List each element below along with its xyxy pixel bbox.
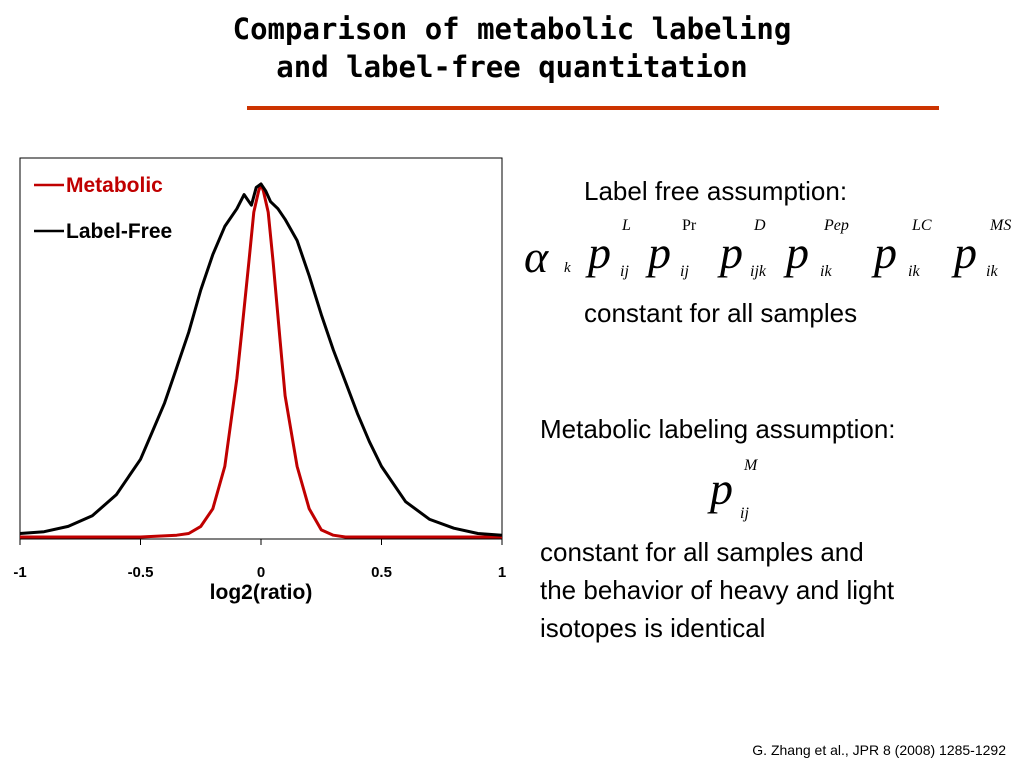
- x-axis-label: log2(ratio): [210, 581, 313, 604]
- formula-term-6-sub: ik: [986, 263, 998, 280]
- title-rule: [247, 106, 939, 110]
- citation: G. Zhang et al., JPR 8 (2008) 1285-1292: [752, 742, 1006, 758]
- slide-title-line-2: and label-free quantitation: [276, 50, 748, 84]
- formula-term-5-sub: ik: [908, 263, 920, 280]
- formula-term-3-sub: ijk: [750, 263, 767, 280]
- metabolic-body-line-1: constant for all samples and: [540, 537, 864, 567]
- plot-area: [19, 157, 503, 540]
- formula-term-6-sup: MS: [989, 217, 1011, 234]
- x-tick-label: -1: [13, 564, 26, 581]
- formula-term-3-sup: D: [753, 217, 766, 234]
- formula-term-2-base: p: [645, 227, 671, 278]
- slide-title: Comparison of metabolic labeling and lab…: [0, 10, 1024, 86]
- x-tick-label: 0: [257, 564, 265, 581]
- label-free-heading: Label free assumption:: [584, 176, 848, 206]
- legend-label-metabolic: Metabolic: [66, 174, 163, 197]
- metabolic-formula-base: p: [707, 463, 733, 514]
- formula-term-1-sub: ij: [620, 263, 629, 280]
- formula-term-1-base: p: [585, 227, 611, 278]
- metabolic-body-line-3: isotopes is identical: [540, 613, 766, 643]
- x-tick-label: 1: [498, 564, 506, 581]
- metabolic-body-line-2: the behavior of heavy and light: [540, 575, 895, 605]
- label-free-formula: α k p L ij p Pr ij p D ijk p Pep ik p LC…: [524, 217, 1011, 282]
- label-free-footer: constant for all samples: [584, 298, 858, 328]
- formula-term-5-sup: LC: [911, 217, 932, 234]
- metabolic-formula: p M ij: [707, 457, 759, 522]
- legend-label-label-free: Label-Free: [66, 220, 172, 243]
- formula-term-2-sub: ij: [680, 263, 689, 280]
- x-tick-label: -0.5: [128, 564, 154, 581]
- metabolic-formula-sub: ij: [740, 505, 749, 522]
- formula-term-1-sup: L: [621, 217, 631, 234]
- formula-term-2-sup: Pr: [682, 217, 697, 234]
- formula-alpha-subscript: k: [564, 260, 571, 276]
- formula-term-4-sup: Pep: [823, 217, 849, 234]
- series-line-label-free: [19, 182, 503, 537]
- formula-term-6-base: p: [951, 227, 977, 278]
- metabolic-heading: Metabolic labeling assumption:: [540, 414, 896, 444]
- formula-term-4-base: p: [783, 227, 809, 278]
- formula-term-3-base: p: [717, 227, 743, 278]
- formula-term-4-sub: ik: [820, 263, 832, 280]
- formula-alpha: α: [524, 231, 549, 282]
- metabolic-formula-sup: M: [743, 457, 759, 474]
- metabolic-body: constant for all samples and the behavio…: [540, 533, 894, 647]
- chart: -1 -0.5 0 0.5 1 Metabolic Label-Free log2(ratio…: [13, 157, 506, 604]
- formula-term-5-base: p: [871, 227, 897, 278]
- slide-title-line-1: Comparison of metabolic labeling: [232, 12, 792, 46]
- x-tick-label: 0.5: [371, 564, 392, 581]
